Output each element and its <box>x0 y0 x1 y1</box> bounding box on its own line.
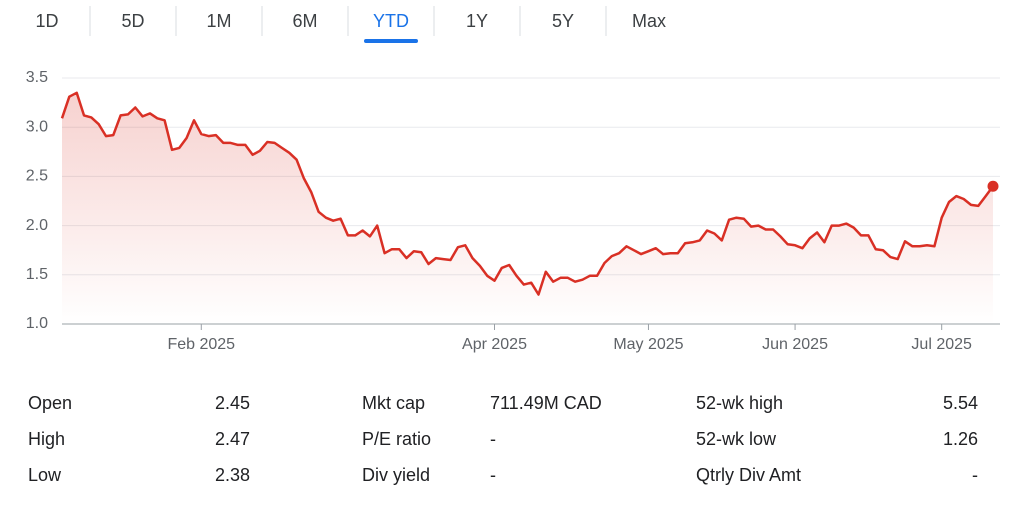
y-tick-label: 2.5 <box>26 168 48 185</box>
stat-label: Qtrly Div Amt <box>696 465 801 485</box>
x-tick-label: Feb 2025 <box>167 336 235 353</box>
tab[interactable]: 6M <box>292 11 317 31</box>
x-tick-label: Jun 2025 <box>762 336 828 353</box>
x-tick-label: Apr 2025 <box>462 336 527 353</box>
stat-value: 2.38 <box>215 465 250 485</box>
stat-label: High <box>28 429 65 449</box>
stat-label: Div yield <box>362 465 430 485</box>
tab[interactable]: 5D <box>121 11 144 31</box>
stat-value: - <box>972 465 978 485</box>
tab-indicator <box>364 39 418 43</box>
tab[interactable]: Max <box>632 11 666 31</box>
stat-label: Open <box>28 393 72 413</box>
tab[interactable]: 1Y <box>466 11 488 31</box>
tab[interactable]: 5Y <box>552 11 574 31</box>
area <box>62 92 993 324</box>
stat-label: P/E ratio <box>362 429 431 449</box>
tab[interactable]: YTD <box>373 11 409 31</box>
y-tick-label: 1.5 <box>26 266 48 283</box>
stat-value: 1.26 <box>943 429 978 449</box>
stat-value: - <box>490 429 496 449</box>
stat-label: Low <box>28 465 62 485</box>
stat-value: - <box>490 465 496 485</box>
price-line <box>60 91 995 296</box>
stat-value: 711.49M CAD <box>490 393 602 413</box>
last-point <box>987 180 999 192</box>
stat-label: 52-wk low <box>696 429 777 449</box>
stat-value: 5.54 <box>943 393 978 413</box>
tab[interactable]: 1D <box>35 11 58 31</box>
stat-value: 2.45 <box>215 393 250 413</box>
x-tick-label: Jul 2025 <box>911 336 972 353</box>
stat-label: 52-wk high <box>696 393 783 413</box>
y-tick-label: 1.0 <box>26 315 48 332</box>
tab[interactable]: 1M <box>206 11 231 31</box>
y-tick-label: 2.0 <box>26 217 48 234</box>
x-tick-label: May 2025 <box>613 336 683 353</box>
stat-value: 2.47 <box>215 429 250 449</box>
y-tick-label: 3.0 <box>26 118 48 135</box>
y-tick-label: 3.5 <box>26 69 48 86</box>
stat-label: Mkt cap <box>362 393 425 413</box>
